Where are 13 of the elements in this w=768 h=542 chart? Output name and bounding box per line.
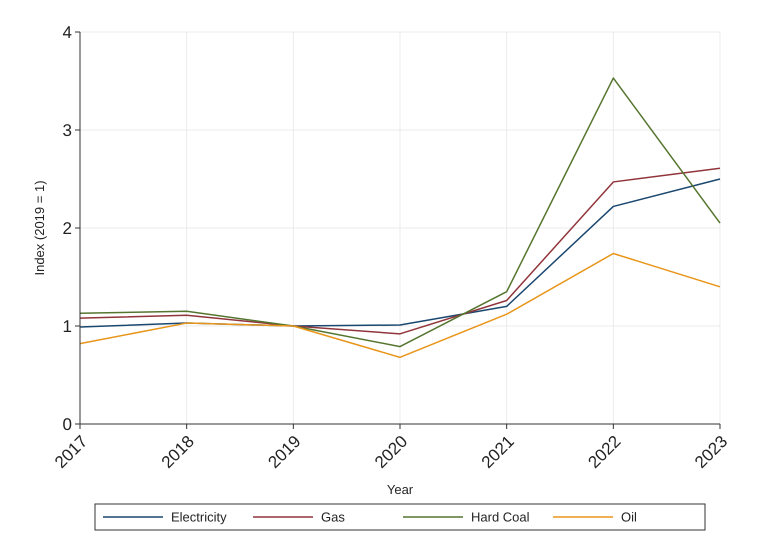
y-axis-title: Index (2019 = 1): [32, 180, 47, 276]
legend-label: Electricity: [171, 510, 228, 525]
y-tick-label: 4: [62, 22, 72, 42]
x-axis-title: Year: [386, 482, 414, 497]
line-series: [79, 77, 721, 348]
y-tick-label: 1: [62, 316, 72, 336]
legend-label: Oil: [621, 510, 637, 525]
legend-label: Hard Coal: [471, 510, 530, 525]
legend-label: Gas: [321, 510, 346, 525]
y-tick-label: 0: [62, 414, 72, 434]
y-tick-label: 2: [62, 218, 72, 238]
y-tick-label: 3: [62, 120, 72, 140]
line-series: [79, 252, 721, 358]
